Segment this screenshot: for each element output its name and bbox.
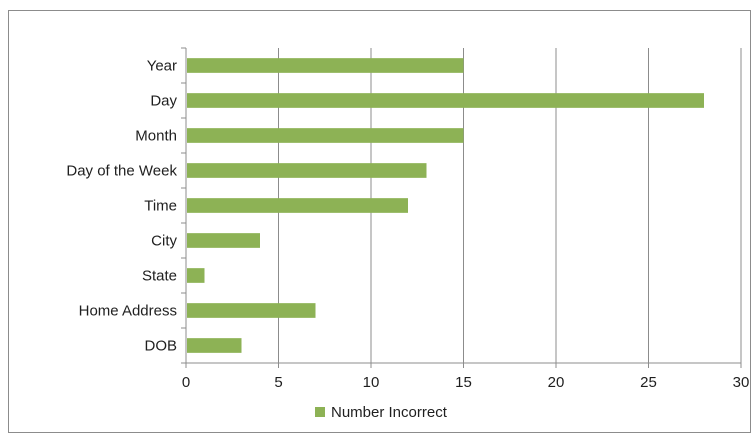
x-tick-label: 0 (182, 374, 190, 391)
chart-frame: Year Day Month Day of the Week Time City State… (8, 10, 751, 433)
x-tick-label: 10 (363, 374, 380, 391)
category-label: Time (144, 198, 177, 215)
bar-day (187, 93, 704, 108)
bar-month (187, 128, 464, 143)
x-tick-label: 15 (455, 374, 472, 391)
bar-dob (187, 338, 242, 353)
category-label: DOB (144, 338, 177, 355)
category-labels: Year Day Month Day of the Week Time City State… (66, 58, 177, 355)
x-tick-label: 30 (733, 374, 750, 391)
bar-state (187, 268, 205, 283)
category-label: Day (150, 93, 177, 110)
x-tick-label: 25 (640, 374, 657, 391)
x-tick-label: 20 (548, 374, 565, 391)
legend-swatch (315, 407, 325, 417)
bar-city (187, 233, 260, 248)
category-label: State (142, 268, 177, 285)
bar-year (187, 58, 464, 73)
legend: Number Incorrect (315, 404, 448, 421)
bar-day-of-the-week (187, 163, 427, 178)
category-label: Day of the Week (66, 163, 177, 180)
bar-time (187, 198, 408, 213)
x-tick-labels: 0 5 10 15 20 25 30 (182, 374, 750, 391)
category-label: City (151, 233, 177, 250)
bar-chart: Year Day Month Day of the Week Time City State… (66, 47, 750, 421)
category-label: Home Address (79, 303, 177, 320)
bars (187, 58, 704, 353)
bar-home-address (187, 303, 316, 318)
category-label: Year (147, 58, 177, 75)
x-tick-label: 5 (274, 374, 282, 391)
legend-label: Number Incorrect (331, 404, 448, 421)
axes (181, 47, 742, 368)
category-label: Month (135, 128, 177, 145)
